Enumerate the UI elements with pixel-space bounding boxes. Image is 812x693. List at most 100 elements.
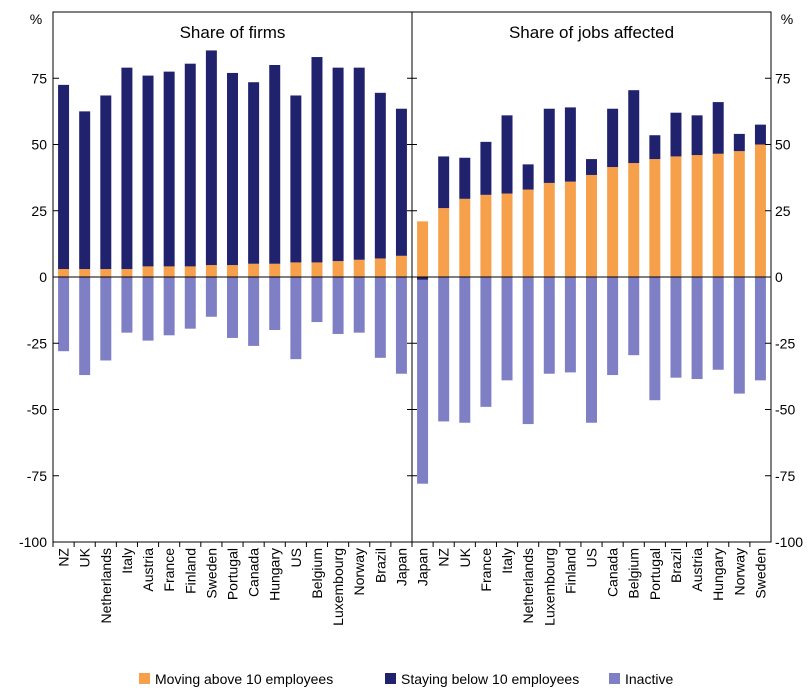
- bar-staying: [607, 108, 619, 168]
- category-label: UK: [457, 547, 473, 567]
- category-label: Canada: [605, 548, 621, 597]
- bar-moving: [522, 189, 534, 277]
- bar-moving: [332, 261, 344, 277]
- bar-inactive: [184, 277, 196, 329]
- category-label: UK: [77, 547, 93, 567]
- bars-layer: [58, 50, 766, 484]
- category-label: Sweden: [203, 548, 219, 599]
- axes-layer: [52, 11, 772, 547]
- bar-staying: [733, 133, 745, 152]
- bar-inactive: [607, 277, 619, 376]
- bar-moving: [184, 266, 196, 277]
- category-label: Belgium: [309, 548, 325, 599]
- y-tick-label-left: -100: [19, 534, 47, 550]
- bar-moving: [607, 167, 619, 277]
- legend-label-staying: Staying below 10 employees: [401, 671, 579, 687]
- bar-staying: [480, 141, 492, 195]
- bar-staying: [227, 72, 238, 266]
- bar-inactive: [290, 277, 302, 360]
- y-tick-label-right: -50: [775, 402, 795, 418]
- category-label: Netherlands: [520, 548, 536, 624]
- bar-moving: [121, 269, 133, 277]
- bar-moving: [417, 221, 429, 277]
- category-label: Finland: [182, 548, 198, 594]
- bar-staying: [628, 90, 640, 164]
- bar-inactive: [58, 277, 70, 352]
- legend-swatch-staying: [385, 673, 396, 684]
- y-tick-label-right: 0: [775, 269, 783, 285]
- bar-inactive: [163, 277, 175, 336]
- bar-moving: [353, 259, 365, 277]
- bar-inactive: [142, 277, 154, 341]
- bar-moving: [395, 255, 407, 277]
- bar-staying: [163, 71, 175, 267]
- bar-moving: [649, 159, 661, 277]
- bar-inactive: [649, 277, 661, 401]
- bar-moving: [142, 266, 154, 277]
- bar-inactive: [121, 277, 133, 333]
- bar-staying: [691, 115, 703, 156]
- bar-inactive: [628, 277, 640, 356]
- bar-inactive: [564, 277, 576, 373]
- bar-moving: [691, 155, 703, 277]
- category-label: Italy: [499, 548, 515, 574]
- bar-staying: [248, 82, 260, 264]
- legend-label-inactive: Inactive: [625, 671, 673, 687]
- bar-moving: [501, 193, 513, 277]
- category-label: Hungary: [710, 548, 726, 601]
- bar-staying: [670, 112, 682, 157]
- y-tick-label-right: -25: [775, 335, 795, 351]
- y-unit-right: %: [781, 11, 793, 27]
- bar-moving: [290, 262, 302, 277]
- bar-inactive: [395, 277, 407, 374]
- category-label: Finland: [562, 548, 578, 594]
- bar-moving: [754, 144, 766, 277]
- bar-staying: [501, 115, 513, 194]
- bar-staying: [417, 277, 429, 280]
- category-label: Portugal: [647, 548, 663, 600]
- y-tick-label-right: -100: [775, 534, 803, 550]
- category-label: Hungary: [267, 548, 283, 601]
- y-tick-label-left: 75: [31, 70, 47, 86]
- bar-moving: [543, 182, 555, 277]
- bar-inactive: [227, 277, 238, 338]
- bar-staying: [332, 67, 344, 262]
- bar-inactive: [586, 277, 597, 423]
- legend-label-moving: Moving above 10 employees: [155, 671, 333, 687]
- bar-moving: [269, 263, 281, 277]
- y-tick-label-right: 25: [775, 203, 791, 219]
- y-tick-label-left: -25: [27, 335, 47, 351]
- category-label: Netherlands: [98, 548, 114, 624]
- y-tick-label-right: 75: [775, 70, 791, 86]
- category-label: Norway: [351, 548, 367, 595]
- bar-staying: [586, 159, 597, 175]
- bar-inactive: [670, 277, 682, 378]
- category-label: Japan: [393, 548, 409, 586]
- category-label: Austria: [689, 548, 705, 592]
- category-label: Japan: [415, 548, 431, 586]
- bar-staying: [459, 157, 471, 199]
- bar-moving: [100, 269, 112, 277]
- bar-inactive: [522, 277, 534, 425]
- legend-swatch-moving: [139, 673, 150, 684]
- labels-layer: NZ UK Netherlands Italy Austria France Finland…: [19, 11, 803, 626]
- y-tick-label-left: 0: [39, 269, 47, 285]
- y-tick-label-right: -75: [775, 468, 795, 484]
- bar-inactive: [712, 277, 724, 370]
- category-label: Norway: [731, 548, 747, 595]
- bar-moving: [586, 174, 597, 277]
- y-tick-label-right: 50: [775, 137, 791, 153]
- bar-staying: [374, 92, 386, 259]
- category-label: France: [161, 548, 177, 592]
- bar-moving: [248, 263, 260, 277]
- category-label: Portugal: [225, 548, 241, 600]
- y-unit-left: %: [30, 11, 42, 27]
- bar-moving: [163, 266, 175, 277]
- bar-inactive: [754, 277, 766, 381]
- bar-staying: [438, 156, 450, 209]
- bar-moving: [311, 262, 323, 277]
- bar-inactive: [332, 277, 344, 334]
- bar-inactive: [733, 277, 745, 394]
- legend-swatch-inactive: [609, 673, 620, 684]
